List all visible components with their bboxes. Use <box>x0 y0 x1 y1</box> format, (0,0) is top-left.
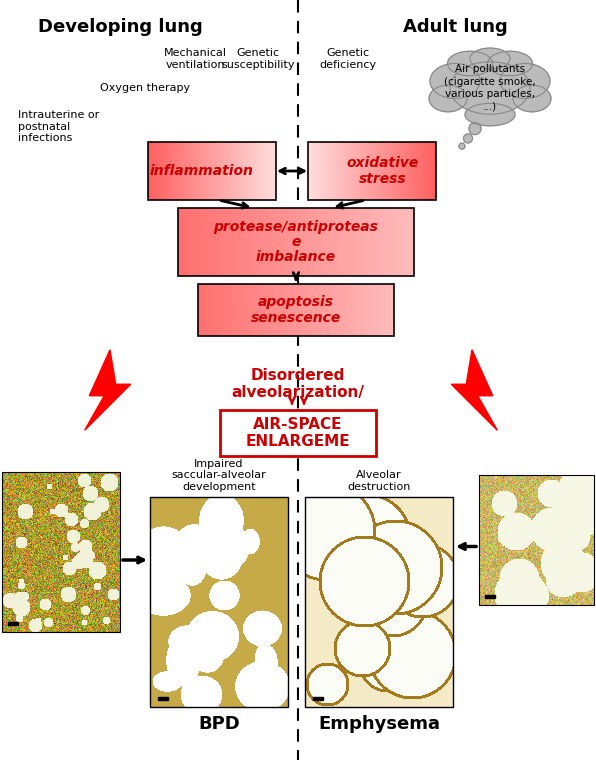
Text: inflammation: inflammation <box>150 164 254 178</box>
Bar <box>305 497 453 707</box>
Polygon shape <box>85 350 131 430</box>
Ellipse shape <box>465 103 515 126</box>
Text: Adult lung: Adult lung <box>403 18 507 36</box>
Ellipse shape <box>470 48 510 69</box>
Bar <box>220 410 376 456</box>
Bar <box>158 697 168 700</box>
Circle shape <box>459 143 465 149</box>
Text: protease/antiproteas
e
imbalance: protease/antiproteas e imbalance <box>213 220 378 264</box>
Ellipse shape <box>513 85 551 112</box>
Text: Disordered
alveolarization/: Disordered alveolarization/ <box>231 368 365 401</box>
Text: Mechanical
ventilation: Mechanical ventilation <box>163 48 226 70</box>
Bar <box>479 475 594 605</box>
Ellipse shape <box>500 64 550 99</box>
Bar <box>313 697 323 700</box>
Ellipse shape <box>488 51 532 76</box>
Text: oxidative
stress: oxidative stress <box>346 156 418 186</box>
Text: Air pollutants
(cigarette smoke,
various particles,
...): Air pollutants (cigarette smoke, various… <box>444 65 536 112</box>
Text: Genetic
susceptibility: Genetic susceptibility <box>221 48 295 70</box>
Bar <box>148 142 276 200</box>
Ellipse shape <box>429 85 467 112</box>
Text: Impaired
saccular-alveolar
development: Impaired saccular-alveolar development <box>172 459 266 492</box>
Bar <box>150 497 288 707</box>
Bar <box>8 622 18 625</box>
Text: AIR-SPACE
ENLARGEME: AIR-SPACE ENLARGEME <box>246 416 350 449</box>
Text: Oxygen therapy: Oxygen therapy <box>100 83 190 93</box>
Text: BPD: BPD <box>198 715 240 733</box>
Bar <box>308 142 436 200</box>
Text: Genetic
deficiency: Genetic deficiency <box>319 48 377 70</box>
Circle shape <box>464 134 473 143</box>
Text: Emphysema: Emphysema <box>318 715 440 733</box>
Circle shape <box>469 122 481 135</box>
Polygon shape <box>451 350 497 430</box>
Ellipse shape <box>450 62 530 114</box>
Text: Alveolar
destruction: Alveolar destruction <box>347 470 411 492</box>
Text: Developing lung: Developing lung <box>38 18 203 36</box>
Bar <box>2 472 120 632</box>
Ellipse shape <box>448 51 492 76</box>
Bar <box>178 208 414 276</box>
Bar <box>198 284 394 336</box>
Text: Intrauterine or
postnatal
infections: Intrauterine or postnatal infections <box>18 110 100 143</box>
Bar <box>485 595 495 598</box>
Text: apoptosis
senescence: apoptosis senescence <box>251 295 341 325</box>
Ellipse shape <box>430 64 480 99</box>
